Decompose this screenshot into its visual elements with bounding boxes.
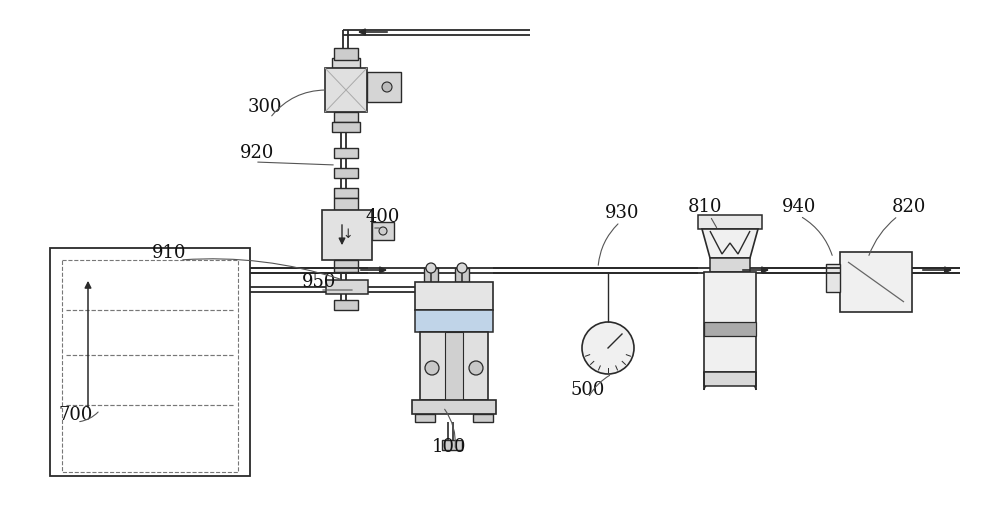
Bar: [840, 252, 912, 312]
Bar: [698, 215, 762, 229]
Bar: [332, 58, 360, 68]
Bar: [334, 260, 358, 272]
Bar: [420, 332, 488, 400]
Text: 910: 910: [152, 244, 186, 262]
Bar: [415, 414, 435, 422]
Circle shape: [426, 263, 436, 273]
Bar: [445, 332, 463, 400]
Polygon shape: [702, 229, 758, 258]
Bar: [50, 248, 250, 476]
Bar: [710, 258, 750, 272]
Bar: [325, 68, 367, 112]
Bar: [415, 282, 493, 310]
Bar: [334, 48, 358, 60]
Bar: [415, 310, 493, 332]
Text: 810: 810: [688, 198, 722, 216]
Circle shape: [382, 82, 392, 92]
Text: 700: 700: [58, 406, 92, 424]
Circle shape: [425, 361, 439, 375]
Text: 300: 300: [248, 98, 283, 116]
Bar: [62, 260, 238, 472]
Text: 940: 940: [782, 198, 816, 216]
Bar: [412, 400, 496, 414]
Text: ↓: ↓: [343, 228, 353, 241]
Bar: [332, 122, 360, 132]
Bar: [334, 300, 358, 310]
Bar: [326, 280, 368, 294]
Circle shape: [379, 227, 387, 235]
Circle shape: [582, 322, 634, 374]
Bar: [334, 148, 358, 158]
Text: 820: 820: [892, 198, 926, 216]
Bar: [704, 372, 756, 386]
Bar: [334, 168, 358, 178]
Text: 950: 950: [302, 273, 336, 291]
Circle shape: [457, 263, 467, 273]
Text: 500: 500: [570, 381, 604, 399]
Bar: [334, 188, 358, 198]
Text: 920: 920: [240, 144, 274, 162]
Text: 400: 400: [365, 208, 399, 226]
Text: 930: 930: [605, 204, 640, 222]
Bar: [704, 272, 756, 372]
Bar: [334, 198, 358, 210]
Bar: [322, 210, 372, 260]
Text: 100: 100: [432, 438, 466, 456]
Bar: [334, 112, 358, 122]
Bar: [826, 264, 840, 292]
Bar: [455, 268, 469, 282]
Bar: [704, 322, 756, 336]
Bar: [367, 72, 401, 102]
Circle shape: [469, 361, 483, 375]
Bar: [473, 414, 493, 422]
Bar: [372, 222, 394, 240]
Bar: [424, 268, 438, 282]
Bar: [442, 440, 462, 450]
